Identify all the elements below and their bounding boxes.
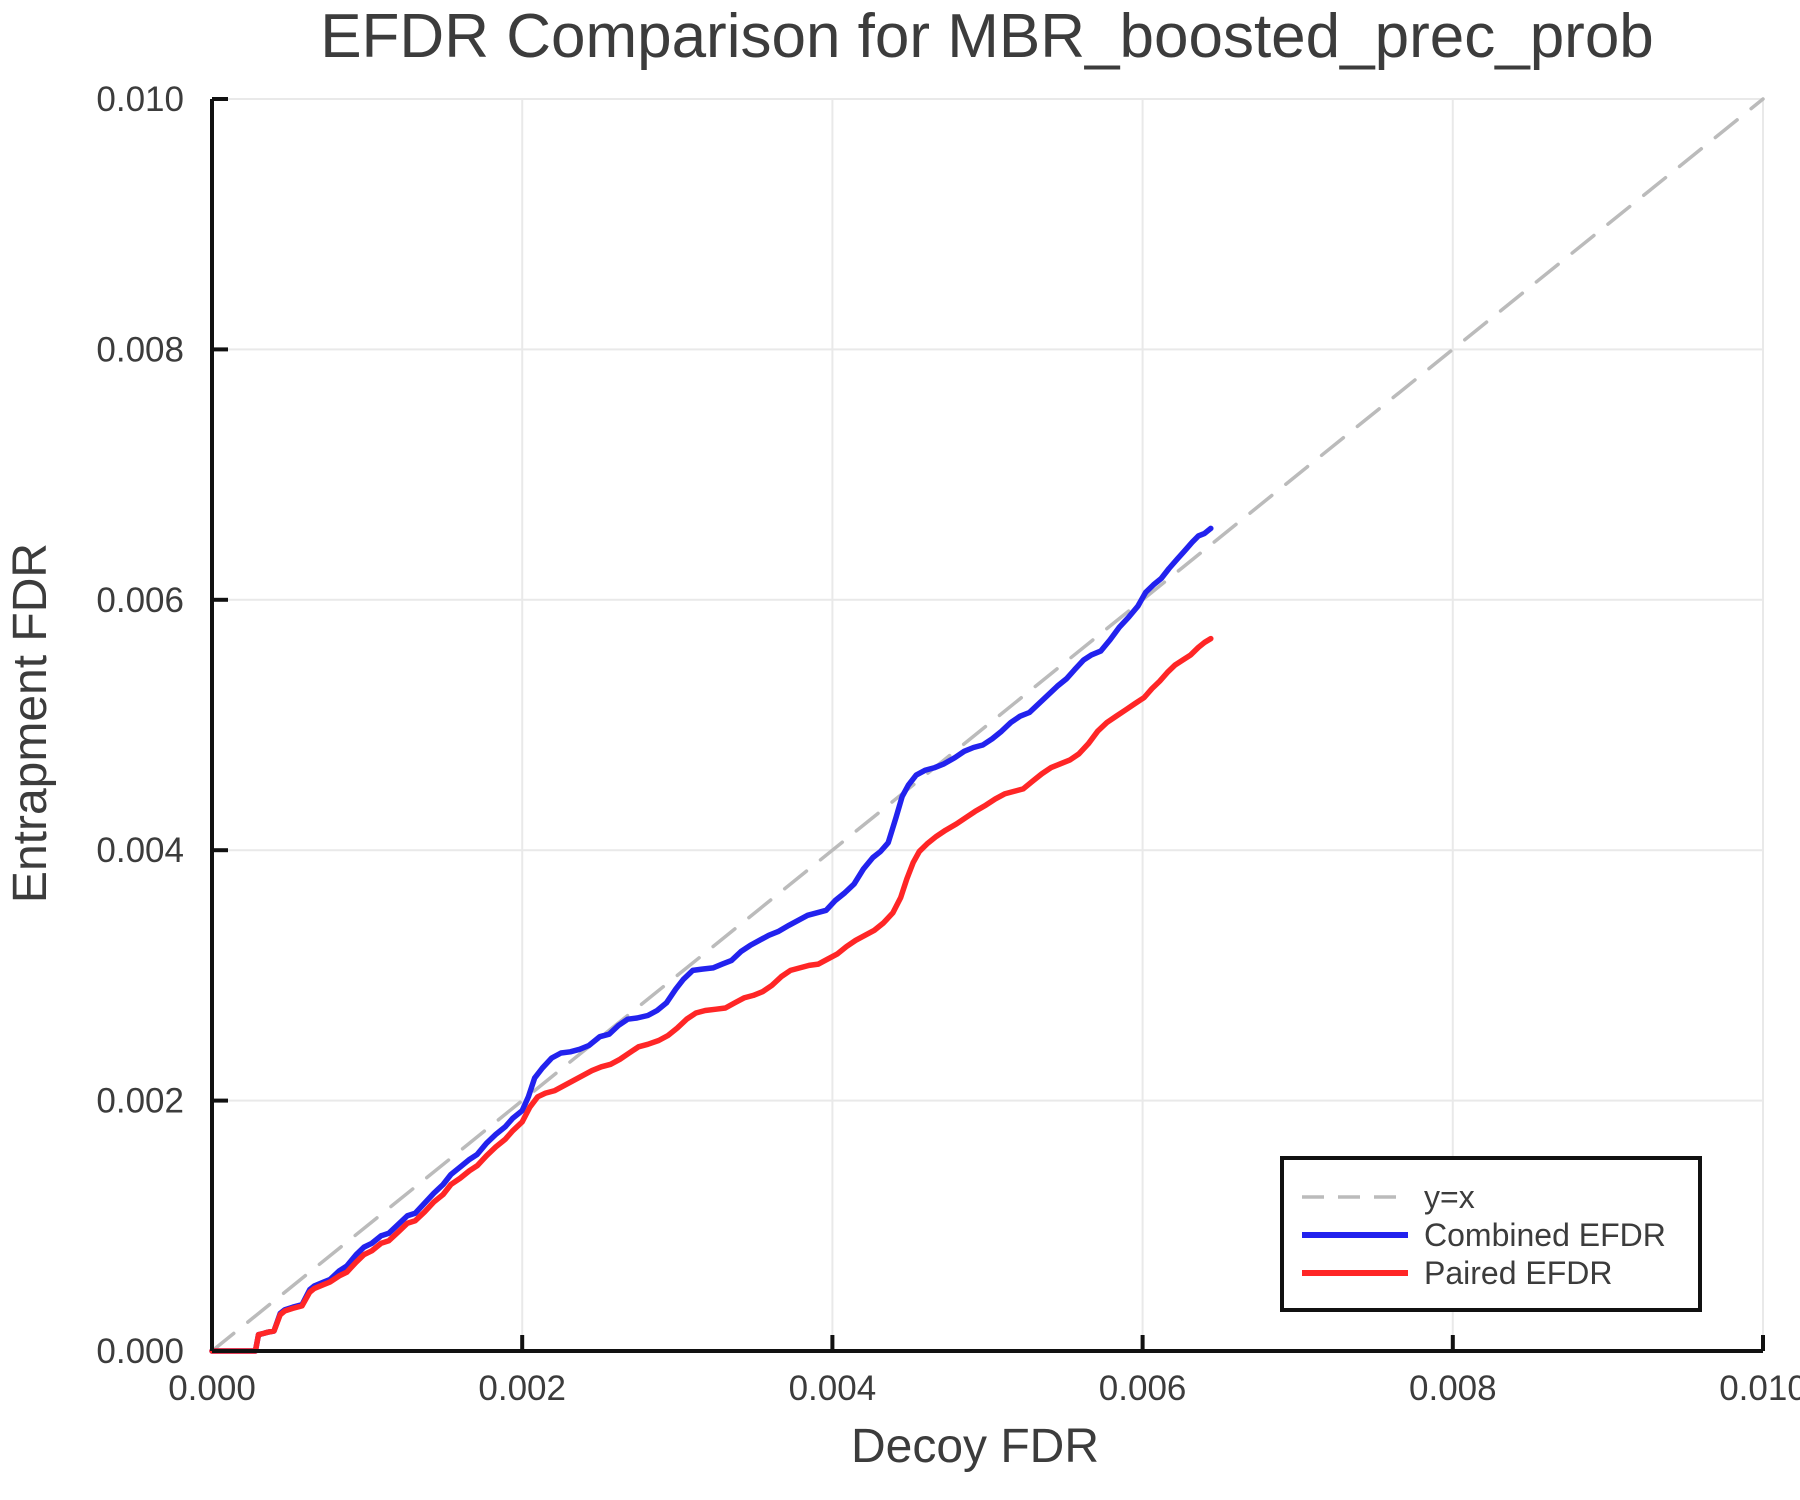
gridlines	[212, 98, 1764, 1351]
chart-title: EFDR Comparison for MBR_boosted_prec_pro…	[320, 2, 1654, 71]
x-axis-label: Decoy FDR	[851, 1420, 1099, 1473]
axes	[210, 99, 1763, 1353]
legend-row-combined-efdr: Combined EFDR	[1302, 1217, 1666, 1253]
legend-label-paired-efdr: Paired EFDR	[1424, 1255, 1613, 1291]
legend-row-y-x: y=x	[1302, 1179, 1475, 1215]
y-tick-label-0.008: 0.008	[96, 330, 184, 369]
paired-efdr-line	[209, 635, 1214, 1354]
x-tick-label-0.006: 0.006	[1099, 1369, 1187, 1408]
combined-efdr-line	[209, 525, 1214, 1354]
y-x-line	[210, 97, 1765, 1353]
y-tick-label-0.006: 0.006	[96, 581, 184, 620]
y-tick-label-0.010: 0.010	[96, 80, 184, 119]
y-tick-label-0.002: 0.002	[96, 1082, 184, 1121]
x-tick-label-0.000: 0.000	[168, 1369, 256, 1408]
legend-label-y-x: y=x	[1424, 1179, 1475, 1215]
x-tick-label-0.010: 0.010	[1719, 1369, 1800, 1408]
x-tick-label-0.004: 0.004	[789, 1369, 877, 1408]
x-tick-label-0.008: 0.008	[1409, 1369, 1497, 1408]
x-tick-label-0.002: 0.002	[478, 1369, 566, 1408]
tick-labels: 0.000 0.002 0.004 0.006 0.008 0.010 0.000 0.002…	[96, 80, 1800, 1408]
y-tick-label-0.004: 0.004	[96, 831, 184, 870]
legend-label-combined-efdr: Combined EFDR	[1424, 1217, 1666, 1253]
series-lines	[209, 97, 1765, 1354]
y-tick-label-0.000: 0.000	[96, 1332, 184, 1371]
legend-row-paired-efdr: Paired EFDR	[1302, 1255, 1613, 1291]
y-axis-label: Entrapment FDR	[4, 543, 57, 903]
